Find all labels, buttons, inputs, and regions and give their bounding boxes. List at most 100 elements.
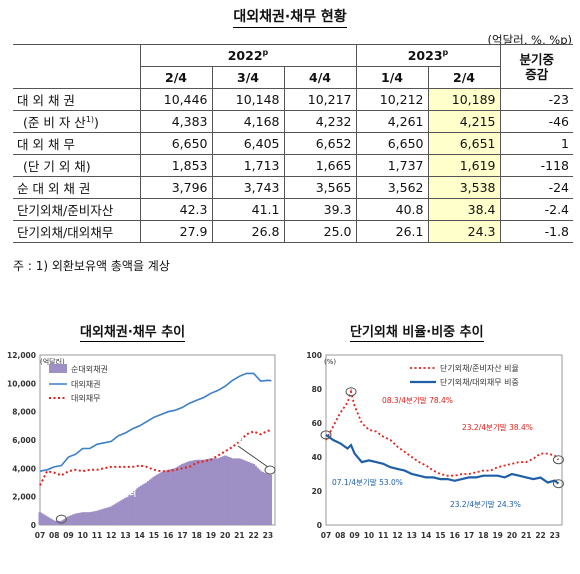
table-cell: 26.8	[211, 220, 285, 243]
net-bar	[179, 465, 183, 525]
table-cell: 6,650	[355, 132, 429, 155]
net-bar	[220, 457, 224, 525]
row-label: (단 기 외 채)	[13, 154, 141, 177]
table-cell: 41.1	[211, 198, 285, 221]
net-bar	[143, 483, 147, 525]
table-cell: 6,405	[211, 132, 285, 155]
net-bar	[139, 485, 143, 525]
net-bar	[125, 496, 129, 525]
net-bar	[134, 489, 138, 525]
net-bar	[269, 474, 273, 525]
net-bar	[56, 520, 60, 525]
series-line-debt	[39, 429, 272, 486]
annotation: 08.3/4분기말 78.4%	[382, 396, 453, 405]
net-bar	[86, 512, 90, 525]
quarter-header: 4/4	[283, 66, 357, 89]
x-tick-label: 14	[421, 531, 431, 540]
net-bar	[253, 465, 257, 525]
x-tick-label: 21	[521, 531, 531, 540]
net-bar	[138, 486, 142, 525]
net-bar	[97, 510, 101, 525]
net-bar	[70, 515, 74, 525]
net-bar	[205, 459, 209, 525]
y-tick-label: 12,000	[7, 351, 36, 360]
table-cell: 1,737	[355, 154, 429, 177]
net-bar	[45, 516, 49, 525]
net-bar	[123, 498, 127, 525]
legend-label: 단기외채/대외채무 비중	[440, 377, 519, 387]
net-bar	[188, 461, 192, 525]
net-bar	[152, 476, 156, 525]
net-bar	[40, 513, 44, 525]
net-bar	[264, 473, 268, 525]
legend-label: 단기외채/준비자산 비율	[440, 363, 519, 373]
net-bar	[157, 473, 161, 525]
y-tick-label: 40	[312, 453, 322, 462]
net-bar	[234, 458, 238, 525]
net-bar	[214, 458, 218, 525]
change-cell: -23	[499, 88, 573, 111]
x-tick-label: 16	[163, 531, 173, 540]
x-tick-label: 11	[92, 531, 102, 540]
x-tick-label: 07	[321, 531, 331, 540]
net-bar	[207, 458, 211, 525]
net-bar	[74, 513, 78, 525]
annotation: 07.1/4분기말 53.0%	[332, 478, 403, 487]
table-cell: 1,619	[427, 154, 501, 177]
change-cell: -2.4	[499, 198, 573, 221]
net-bar	[246, 461, 250, 525]
net-bar	[79, 512, 83, 525]
net-bar	[262, 472, 266, 525]
x-tick-label: 17	[464, 531, 474, 540]
x-tick-label: 12	[106, 531, 116, 540]
y-tick-label: 100	[306, 351, 322, 360]
net-bar	[42, 514, 46, 525]
net-bar	[166, 469, 170, 525]
x-tick-label: 17	[177, 531, 187, 540]
x-tick-label: 15	[149, 531, 159, 540]
net-bar	[248, 462, 252, 525]
table-cell: 3,796	[139, 176, 213, 199]
net-bar	[131, 492, 135, 525]
x-tick-label: 23	[550, 531, 560, 540]
series-line-reserve-ratio	[325, 388, 560, 477]
net-bar	[100, 509, 104, 525]
y-tick-label: 0	[317, 521, 322, 530]
row-label: (준 비 자 산1))	[13, 110, 141, 133]
table-cell: 27.9	[139, 220, 213, 243]
x-tick-label: 08	[335, 531, 345, 540]
annotation-marker	[552, 479, 564, 489]
net-bar	[259, 471, 263, 525]
x-tick-label: 14	[134, 531, 144, 540]
quarter-header: 1/4	[355, 66, 429, 89]
x-tick-label: 12	[392, 531, 402, 540]
net-bar	[184, 462, 188, 525]
x-tick-label: 16	[450, 531, 460, 540]
net-bar	[47, 517, 51, 525]
net-bar	[230, 458, 234, 525]
annotation: 23.2/4분기말 24.3%	[450, 500, 521, 509]
series-line-debt-share	[325, 434, 560, 485]
table-cell: 38.4	[427, 198, 501, 221]
x-tick-label: 18	[191, 531, 201, 540]
net-bar	[72, 514, 76, 525]
quarter-header: 2/4	[139, 66, 213, 89]
x-tick-label: 07	[35, 531, 45, 540]
net-bar	[116, 502, 120, 525]
x-tick-label: 19	[206, 531, 216, 540]
table-cell: 4,215	[427, 110, 501, 133]
corner-cell	[13, 44, 141, 89]
net-bar	[223, 455, 227, 525]
net-bar	[49, 518, 53, 525]
x-tick-label: 13	[407, 531, 417, 540]
net-bar	[243, 460, 247, 525]
ratio-chart: 0 20 40 60 80 100(%) 07 08 09 10 11 12 13 14 15 16 17 18 1…	[306, 351, 564, 540]
table-cell: 3,743	[211, 176, 285, 199]
y-tick-label: 0	[31, 521, 36, 530]
x-tick-label: 20	[220, 531, 230, 540]
x-tick-label: 10	[364, 531, 374, 540]
annotation: 08.4/4분기말 277억달러	[50, 488, 136, 498]
net-bar	[177, 466, 181, 525]
net-bar	[93, 511, 97, 525]
annotation-marker	[345, 387, 357, 397]
